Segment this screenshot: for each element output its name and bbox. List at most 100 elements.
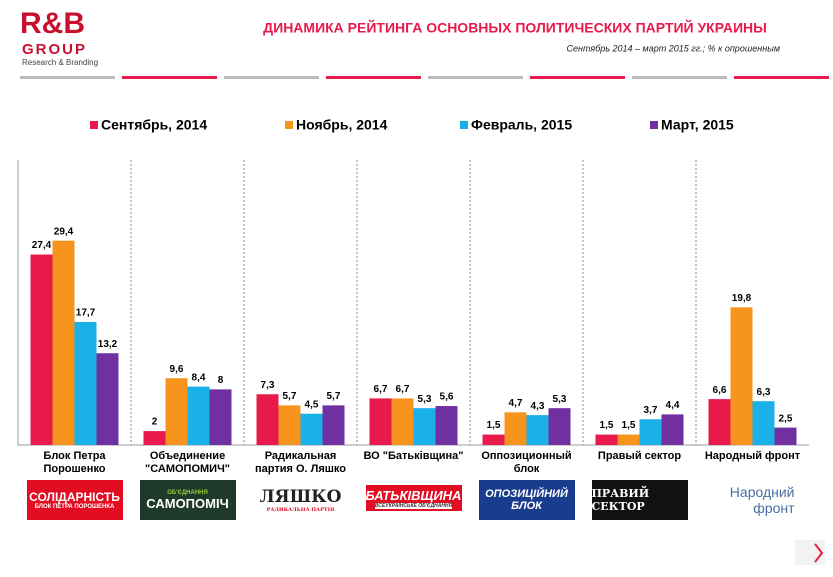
bar [435,406,458,445]
chart-title: ДИНАМИКА РЕЙТИНГА ОСНОВНЫХ ПОЛИТИЧЕСКИХ … [263,19,767,36]
bar [548,408,571,445]
bar [617,434,640,445]
logo-text: фронт [753,500,795,516]
bar [661,414,684,445]
bar [391,398,414,445]
data-label: 19,8 [732,293,752,304]
logo-text: Народний [729,484,795,500]
logo-text: ПРАВИЙ СЕКТОР [591,487,650,513]
x-tick-label: Народный фронт [704,450,801,462]
bar [278,405,301,445]
bar [504,412,527,445]
legend-label: Февраль, 2015 [471,117,572,133]
bar [30,254,53,445]
party-logo: БАТЬКІВЩИНА ВСЕУКРАЇНСЬКЕ ОБ'ЄДНАННЯ [365,485,462,511]
logo-text: ВСЕУКРАЇНСЬКЕ ОБ'ЄДНАННЯ [374,502,453,509]
logo-text: ОБ'ЄДНАННЯ [167,489,208,496]
data-label: 4,4 [666,400,680,411]
bar [708,399,731,445]
legend-swatch [90,121,98,129]
data-label: 2,5 [779,413,793,424]
data-label: 1,5 [600,420,614,431]
data-label: 9,6 [170,364,184,375]
data-label: 17,7 [76,308,96,319]
legend-label: Сентябрь, 2014 [101,117,207,133]
bar [639,419,662,445]
logo-text: БЛОК [511,500,542,512]
data-label: 1,5 [487,420,501,431]
subtitle: Сентябрь 2014 – март 2015 гг.; % к опрош… [567,43,780,53]
bar [730,307,753,445]
header-stripes [20,76,829,79]
data-label: 4,7 [509,398,523,409]
party-logo: ПРАВИЙ СЕКТОР [591,480,688,520]
logo-text: БАТЬКІВЩИНА [365,487,462,503]
data-label: 5,6 [440,392,454,403]
party-logo: СОЛІДАРНІСТЬ БЛОК ПЕТРА ПОРОШЕНКА [26,480,123,520]
legend-swatch [650,121,658,129]
logo-text: ОПОЗИЦІЙНИЙ [485,488,568,500]
logo-text: СОЛІДАРНІСТЬ [29,490,120,504]
tagline: Research & Branding [22,58,98,67]
data-label: 3,7 [644,405,658,416]
legend-swatch [285,121,293,129]
party-logo: ОБ'ЄДНАННЯ САМОПОМІЧ [139,480,236,520]
data-label: 7,3 [261,380,275,391]
data-label: 5,3 [553,394,567,405]
legend-label: Март, 2015 [661,117,734,133]
data-label: 5,7 [327,391,341,402]
bar [165,378,188,445]
data-label: 13,2 [98,339,118,350]
data-label: 1,5 [622,420,636,431]
data-label: 6,3 [757,387,771,398]
bar [482,434,505,445]
data-label: 4,3 [531,401,545,412]
bar [74,321,97,445]
party-logo: ЛЯШКО РАДИКАЛЬНА ПАРТІЯ [253,480,349,520]
legend-label: Ноябрь, 2014 [296,117,388,133]
bar [369,398,392,445]
bar [322,405,345,445]
data-label: 6,7 [374,384,388,395]
data-label: 6,6 [713,385,727,396]
data-label: 8,4 [192,372,206,383]
bar [96,353,119,445]
bar [526,415,549,445]
bar [187,386,210,445]
x-tick-label: ВО "Батьківщина" [363,450,464,462]
data-label: 2 [152,417,158,428]
legend-swatch [460,121,468,129]
x-tick-label: Оппозиционный блок [481,450,572,475]
data-label: 6,7 [396,384,410,395]
logo-text: БЛОК ПЕТРА ПОРОШЕНКА [34,504,115,510]
bar [300,413,323,445]
x-tick-label: Объединение "САМОПОМИЧ" [144,450,231,475]
party-logo: ОПОЗИЦІЙНИЙ БЛОК [478,480,575,520]
data-label: 5,3 [418,394,432,405]
logo-group: GROUP [22,41,87,58]
data-label: 29,4 [54,226,74,237]
bar [209,389,232,445]
bar [595,434,618,445]
bar [752,401,775,445]
data-label: 8 [218,375,224,386]
x-tick-label: Радикальная партия О. Ляшко [254,450,346,475]
data-label: 4,5 [305,399,319,410]
x-tick-label: Правый сектор [597,450,682,462]
logo: R&B [20,7,85,40]
data-label: 27,4 [32,240,52,251]
x-tick-label: Блок Петра Порошенко [43,450,106,475]
next-arrow [814,543,824,563]
data-label: 5,7 [283,391,297,402]
bar [774,427,797,445]
bar [52,240,75,445]
bar [143,431,166,445]
logo-text: ЛЯШКО [259,487,342,507]
party-logo: Народний фронт [705,480,801,520]
logo-text: САМОПОМІЧ [146,495,229,511]
bar [256,394,279,445]
bar [413,408,436,445]
logo-text: РАДИКАЛЬНА ПАРТІЯ [266,507,335,513]
